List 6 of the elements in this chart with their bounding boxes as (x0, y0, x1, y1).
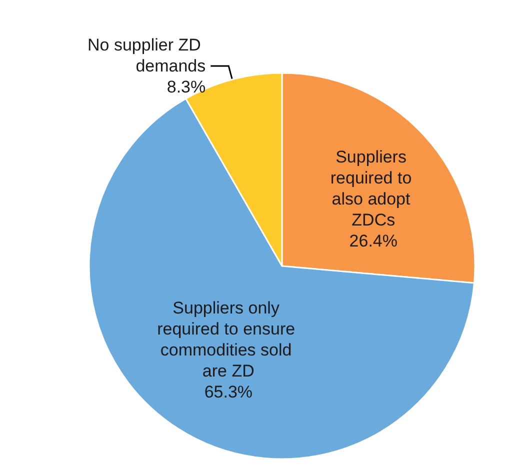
data-label: 8.3% (166, 77, 206, 96)
slice-label: Suppliers required to also adopt ZDCs (330, 147, 416, 230)
data-label: 26.4% (349, 231, 398, 250)
data-label: 65.3% (204, 382, 253, 402)
slice-label: Suppliers only required to ensure commodities sold are ZD (157, 298, 300, 380)
slice-label: No supplier ZD demands (88, 35, 206, 76)
